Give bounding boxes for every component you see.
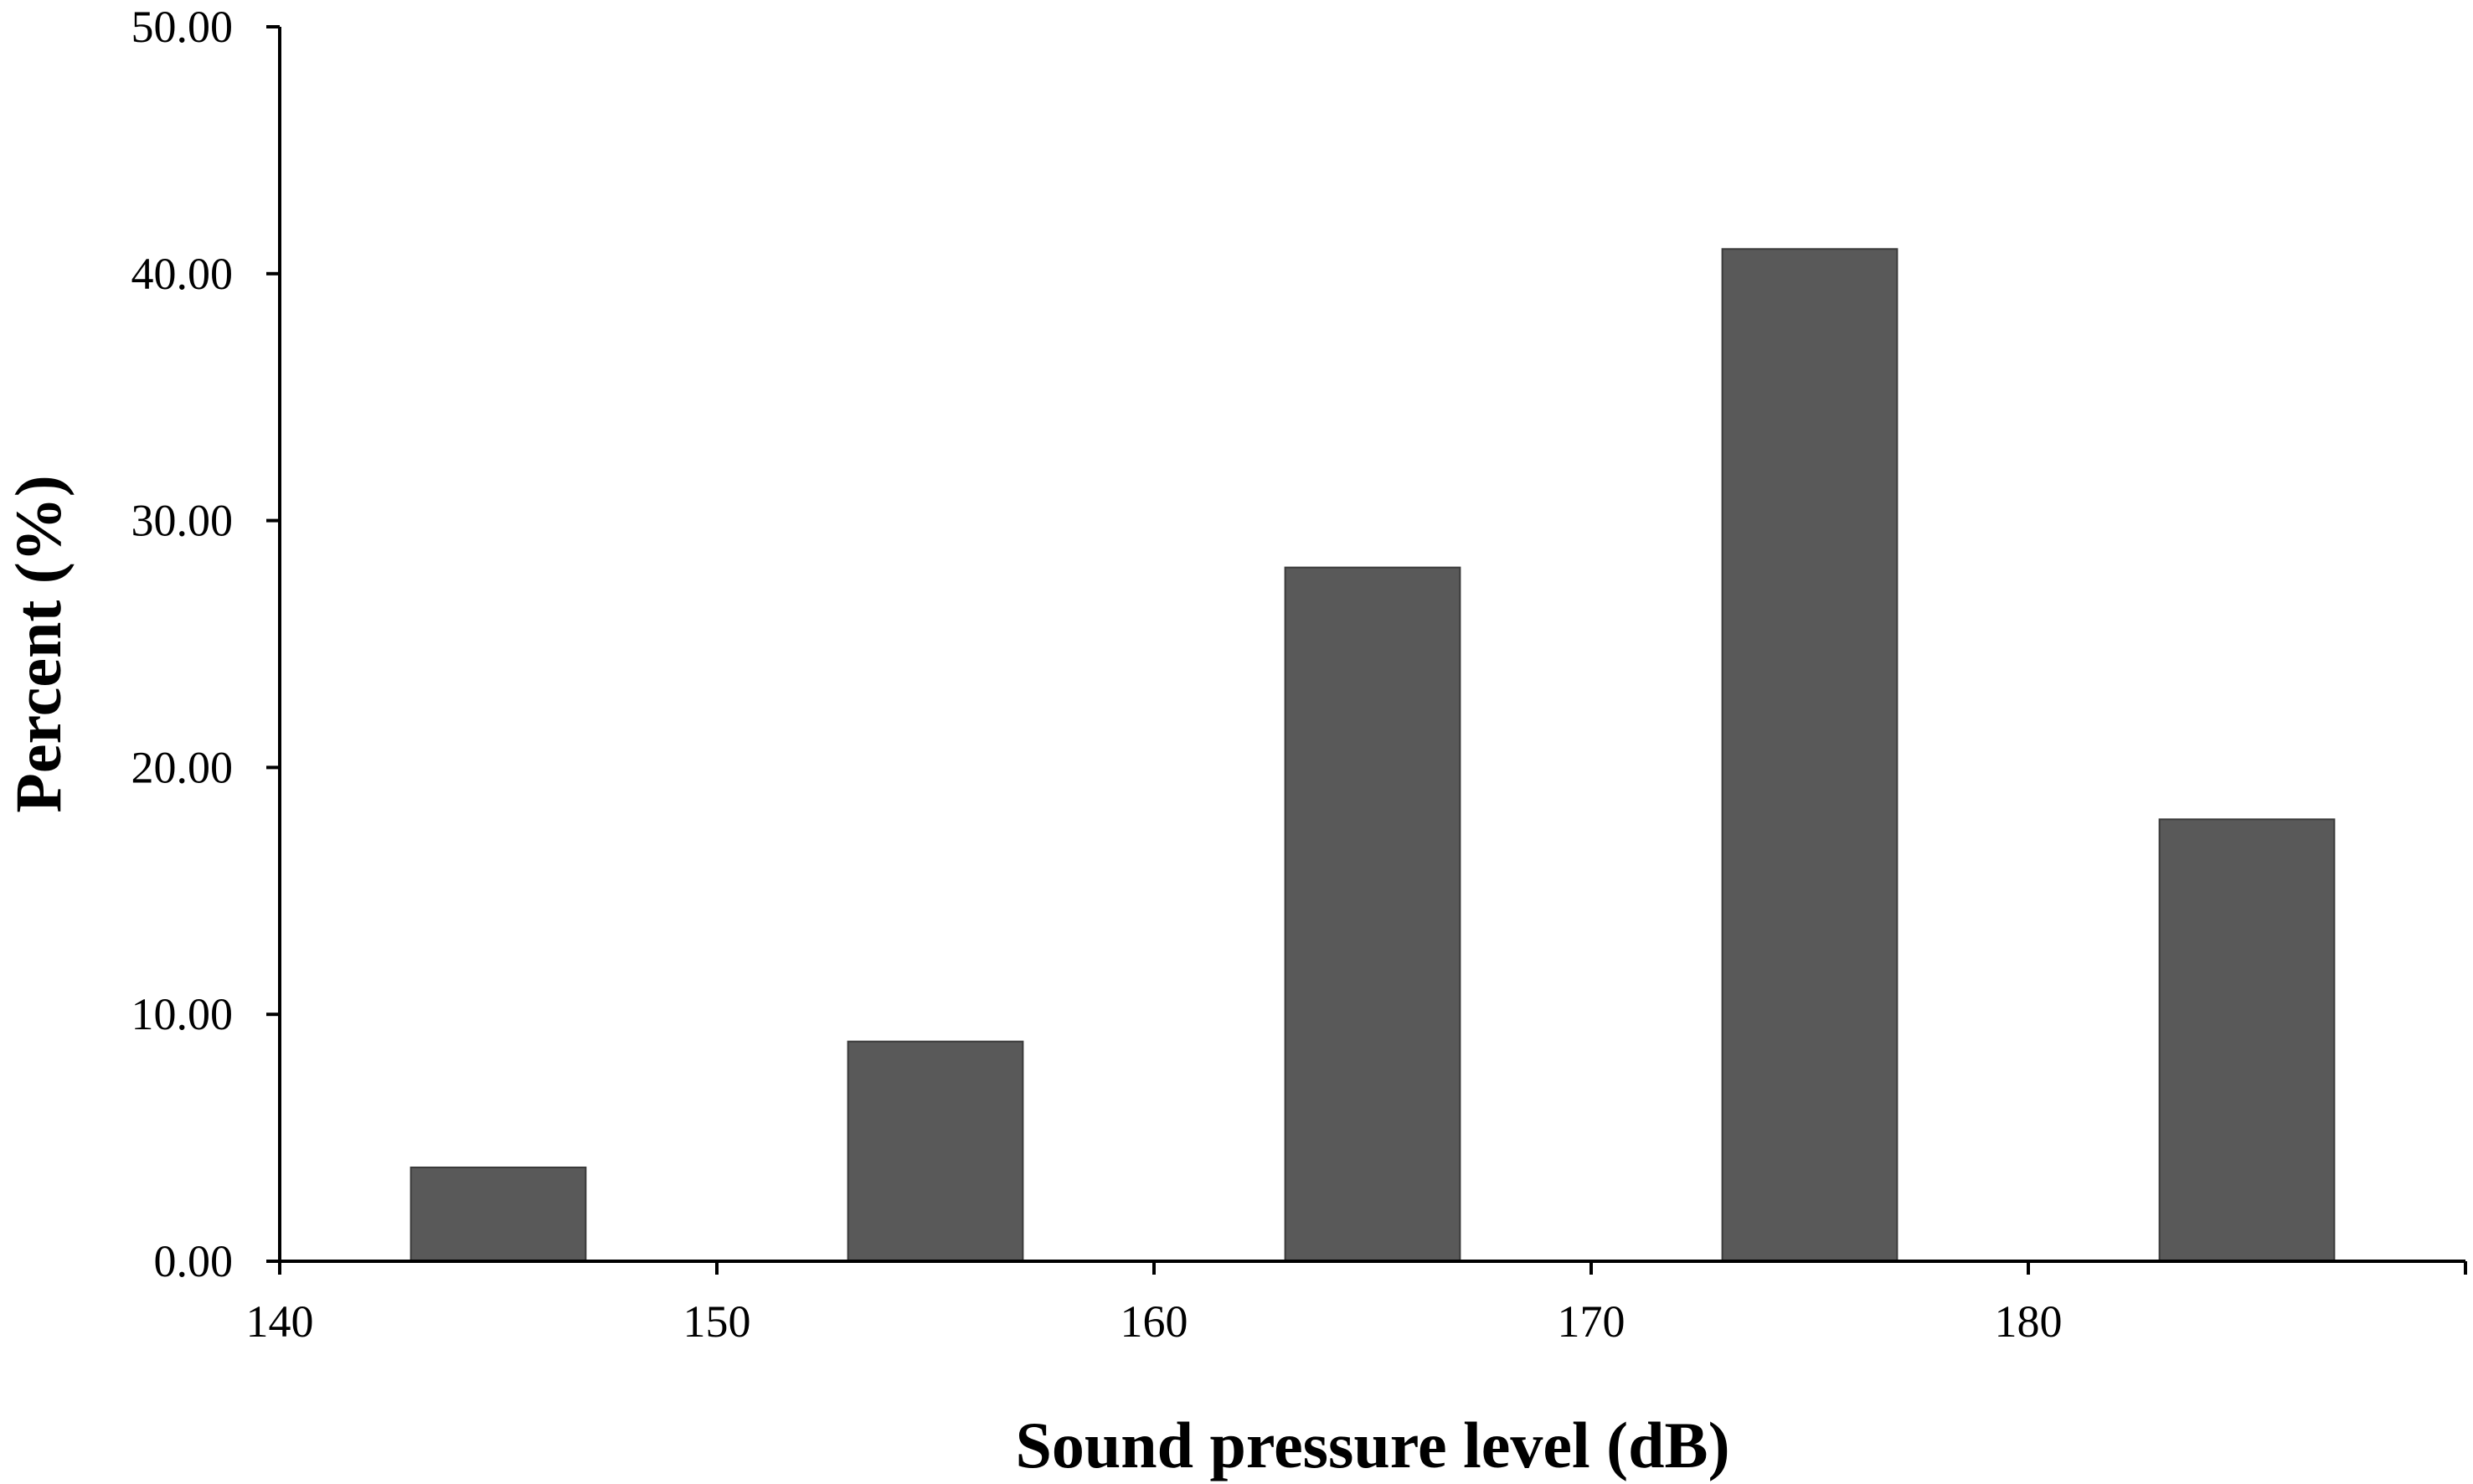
bar-145 <box>410 1166 587 1262</box>
bar-185 <box>2158 818 2336 1262</box>
y-tick-label: 20.00 <box>131 742 234 792</box>
y-tick-label: 30.00 <box>131 496 234 546</box>
axes-group <box>278 27 2465 1263</box>
x-tick-label: 180 <box>1995 1296 2063 1347</box>
y-tick-label: 10.00 <box>131 989 234 1039</box>
x-tick-label: 140 <box>246 1296 314 1347</box>
x-tick-label: 150 <box>683 1296 751 1347</box>
y-tick-label: 0.00 <box>154 1236 234 1286</box>
bar-175 <box>1721 248 1899 1263</box>
bars-group <box>410 248 2336 1263</box>
bar-155 <box>847 1040 1024 1263</box>
y-axis-title: Percent (%) <box>2 475 75 813</box>
y-tick-label: 40.00 <box>131 249 234 299</box>
ticks-group: 0.00 10.00 20.00 30.00 40.00 50.00 140 150 160 17… <box>131 2 2467 1347</box>
x-axis-title: Sound pressure level (dB) <box>1015 1409 1729 1481</box>
bar-165 <box>1284 566 1461 1262</box>
y-tick-label: 50.00 <box>131 2 234 52</box>
x-tick-label: 160 <box>1121 1296 1188 1347</box>
x-tick-label: 170 <box>1558 1296 1625 1347</box>
